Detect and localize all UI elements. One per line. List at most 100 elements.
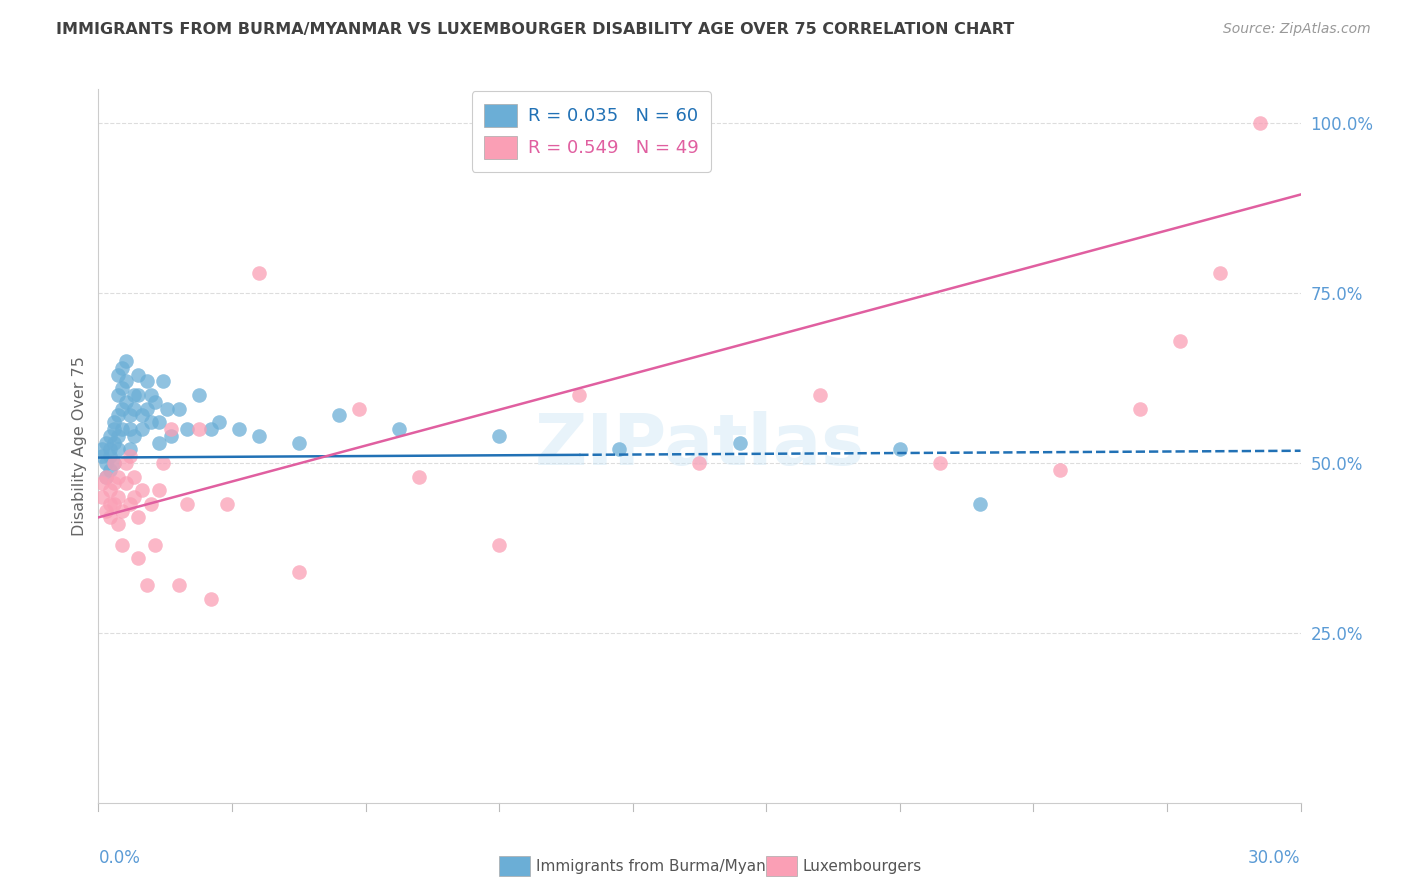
Point [111, 503, 134, 517]
Point [568, 388, 591, 402]
Point [215, 497, 238, 511]
Point [135, 401, 157, 416]
Point [111, 537, 134, 551]
Point [808, 388, 831, 402]
Point [107, 429, 129, 443]
Text: Immigrants from Burma/Myanmar: Immigrants from Burma/Myanmar [536, 859, 796, 873]
Point [96, 456, 118, 470]
Point [159, 422, 181, 436]
Point [100, 429, 122, 443]
Point [131, 409, 153, 423]
Point [131, 483, 153, 498]
Point [167, 401, 190, 416]
Point [107, 368, 129, 382]
Point [91, 449, 114, 463]
Point [103, 497, 125, 511]
Point [120, 449, 142, 463]
Text: Luxembourgers: Luxembourgers [803, 859, 922, 873]
Point [159, 429, 181, 443]
Point [111, 360, 134, 375]
Point [107, 517, 129, 532]
Point [96, 469, 118, 483]
Text: IMMIGRANTS FROM BURMA/MYANMAR VS LUXEMBOURGER DISABILITY AGE OVER 75 CORRELATION: IMMIGRANTS FROM BURMA/MYANMAR VS LUXEMBO… [56, 22, 1015, 37]
Point [148, 415, 170, 429]
Point [100, 442, 122, 457]
Point [143, 394, 166, 409]
Point [131, 422, 153, 436]
Point [115, 394, 138, 409]
Point [124, 490, 146, 504]
Point [609, 442, 631, 457]
Point [135, 375, 157, 389]
Point [135, 578, 157, 592]
Point [107, 442, 129, 457]
Legend: R = 0.035   N = 60, R = 0.549   N = 49: R = 0.035 N = 60, R = 0.549 N = 49 [471, 91, 711, 172]
Point [103, 456, 125, 470]
Point [107, 388, 129, 402]
Point [228, 422, 250, 436]
Point [115, 456, 138, 470]
Point [328, 409, 350, 423]
Point [1209, 266, 1232, 280]
Point [103, 422, 125, 436]
Point [100, 510, 122, 524]
Point [388, 422, 411, 436]
Point [688, 456, 710, 470]
Point [176, 497, 198, 511]
Point [247, 266, 270, 280]
Point [128, 368, 150, 382]
Point [1129, 401, 1152, 416]
Point [969, 497, 991, 511]
Point [347, 401, 370, 416]
Point [247, 429, 270, 443]
Point [128, 388, 150, 402]
Point [91, 442, 114, 457]
Point [143, 537, 166, 551]
Point [288, 565, 311, 579]
Point [124, 401, 146, 416]
Point [111, 381, 134, 395]
Point [176, 422, 198, 436]
Point [91, 490, 114, 504]
Point [152, 456, 174, 470]
Point [107, 409, 129, 423]
Point [187, 422, 209, 436]
Point [103, 435, 125, 450]
Text: ZIPatlas: ZIPatlas [534, 411, 865, 481]
Point [167, 578, 190, 592]
Text: 30.0%: 30.0% [1249, 849, 1301, 867]
Point [148, 435, 170, 450]
Point [120, 422, 142, 436]
Point [124, 388, 146, 402]
Point [100, 449, 122, 463]
Point [728, 435, 751, 450]
Point [1049, 463, 1071, 477]
Point [103, 456, 125, 470]
Point [103, 476, 125, 491]
Point [929, 456, 952, 470]
Point [200, 591, 222, 606]
Point [187, 388, 209, 402]
Point [120, 442, 142, 457]
Point [208, 415, 231, 429]
Point [107, 469, 129, 483]
Point [96, 469, 118, 483]
Point [139, 497, 162, 511]
Point [100, 497, 122, 511]
Point [488, 429, 510, 443]
Text: Source: ZipAtlas.com: Source: ZipAtlas.com [1223, 22, 1371, 37]
Point [408, 469, 430, 483]
Point [139, 415, 162, 429]
Point [152, 375, 174, 389]
Point [100, 483, 122, 498]
Point [115, 375, 138, 389]
Point [200, 422, 222, 436]
Point [1170, 334, 1192, 348]
Point [91, 476, 114, 491]
Point [100, 463, 122, 477]
Point [124, 429, 146, 443]
Point [128, 510, 150, 524]
Point [139, 388, 162, 402]
Point [124, 469, 146, 483]
Point [115, 354, 138, 368]
